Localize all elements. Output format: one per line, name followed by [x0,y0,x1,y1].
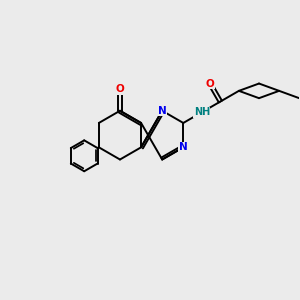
Text: O: O [206,79,214,88]
Text: NH: NH [194,107,210,117]
Text: N: N [158,106,167,116]
Text: O: O [116,84,124,94]
Text: N: N [179,142,188,152]
